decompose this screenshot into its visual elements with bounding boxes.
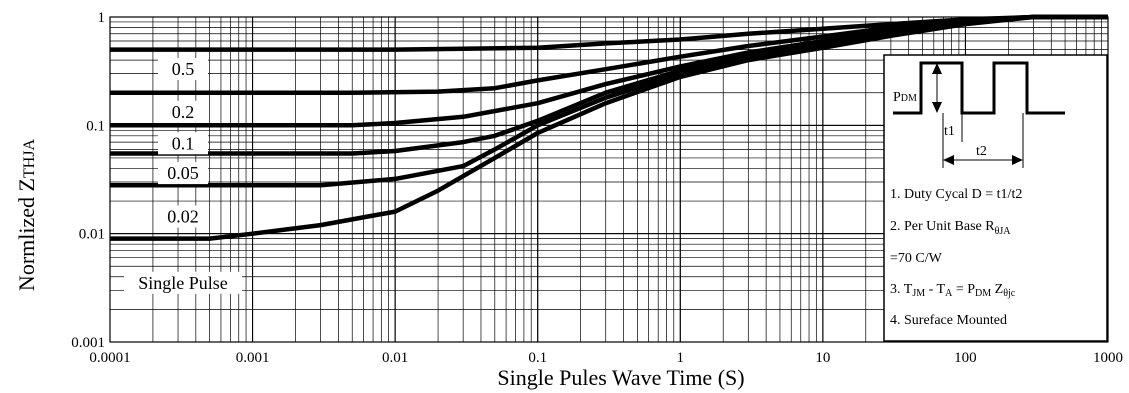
pdm-arrow-head-top xyxy=(932,63,942,74)
t2-arrow-head-left xyxy=(943,155,954,165)
note-surface-mounted: 4. Sureface Mounted xyxy=(890,313,1007,328)
y-tick-labels: 0.001 0.01 0.1 1 xyxy=(71,10,105,351)
note-temperature-eq: 3. TJM - TA = PDM Zθjc xyxy=(890,282,1016,299)
t2-arrow-head-right xyxy=(1012,155,1023,165)
x-axis-title: Single Pules Wave Time (S) xyxy=(497,365,744,390)
y-tick-label: 0.001 xyxy=(71,335,105,351)
y-tick-label: 1 xyxy=(98,10,106,26)
note-per-unit-value: =70 C/W xyxy=(890,251,943,266)
y-tick-label: 0.01 xyxy=(79,227,105,243)
series-lines xyxy=(110,14,1108,241)
curve-label-bg xyxy=(158,205,208,228)
x-tick-label: 0.1 xyxy=(528,350,547,366)
note-duty-cycle: 1. Duty Cycal D = t1/t2 xyxy=(890,187,1022,202)
curve-label-bg xyxy=(158,58,208,81)
curve-label: 0.1 xyxy=(172,133,195,153)
pulse-waveform xyxy=(893,61,1065,115)
curve-labels: 0.5 0.2 0.1 0.05 0.02 Single Pulse xyxy=(124,58,242,294)
x-tick-label: 0.001 xyxy=(236,350,270,366)
curve-label-bg xyxy=(158,132,208,155)
y-axis-title: Normlized ZTHJA xyxy=(14,138,39,291)
plot-frame xyxy=(109,16,1109,343)
x-tick-label: 1 xyxy=(677,350,685,366)
inset-box: PDM t1 t2 1. Duty Cycal D = t1/t2 2. Per… xyxy=(883,54,1108,342)
curve-label: 0.5 xyxy=(172,59,195,79)
y-tick-label: 0.1 xyxy=(86,118,105,134)
curve-label: 0.2 xyxy=(172,102,195,122)
curve-label-bg xyxy=(158,162,208,185)
x-tick-labels: 0.0001 0.001 0.01 0.1 1 10 100 1000 xyxy=(89,350,1123,366)
note-per-unit-base: 2. Per Unit Base RθJA xyxy=(890,219,1011,237)
pdm-arrow-head-bottom xyxy=(932,102,942,113)
t1-label: t1 xyxy=(944,124,955,139)
curve-label: 0.02 xyxy=(167,207,199,227)
pdm-label: PDM xyxy=(893,90,917,105)
curve-label-bg xyxy=(158,100,208,123)
curve-label: 0.05 xyxy=(167,163,199,183)
x-tick-label: 1000 xyxy=(1093,350,1123,366)
t2-label: t2 xyxy=(976,144,987,159)
x-tick-label: 0.01 xyxy=(382,350,408,366)
x-tick-label: 10 xyxy=(815,350,830,366)
plot-border xyxy=(109,16,1109,343)
curve-label: Single Pulse xyxy=(138,273,228,293)
series-line xyxy=(110,14,1108,241)
x-tick-label: 100 xyxy=(954,350,977,366)
curve-label-bg xyxy=(124,271,242,294)
x-tick-label: 0.0001 xyxy=(89,350,130,366)
